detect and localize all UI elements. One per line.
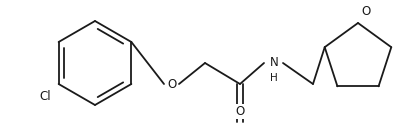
Text: O: O	[167, 78, 177, 91]
Text: O: O	[361, 5, 370, 18]
Text: O: O	[235, 105, 245, 118]
Text: Cl: Cl	[39, 90, 50, 103]
Text: H: H	[270, 73, 278, 83]
Text: N: N	[269, 56, 279, 70]
